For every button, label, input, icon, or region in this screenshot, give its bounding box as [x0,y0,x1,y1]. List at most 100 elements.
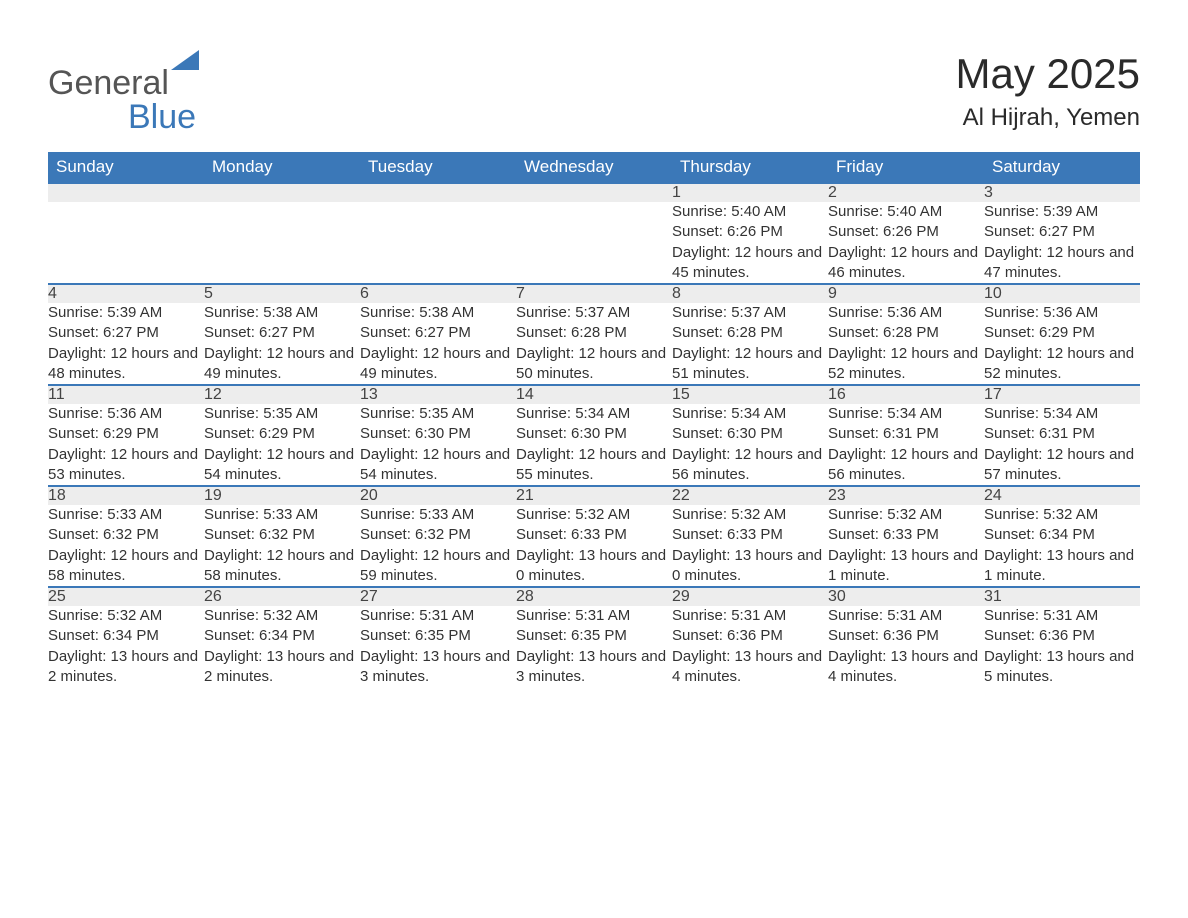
day-content-cell: Sunrise: 5:31 AMSunset: 6:35 PMDaylight:… [360,606,516,687]
day-number-cell: 18 [48,486,204,505]
day-content-cell: Sunrise: 5:35 AMSunset: 6:30 PMDaylight:… [360,404,516,486]
day-number-cell [204,183,360,202]
sunset-line: Sunset: 6:29 PM [48,424,204,444]
sunset-line: Sunset: 6:35 PM [516,626,672,646]
sunset-line: Sunset: 6:26 PM [828,222,984,242]
day-number-cell: 7 [516,284,672,303]
logo-text: General Blue [48,50,199,134]
sunset-line: Sunset: 6:27 PM [204,323,360,343]
day-number-cell: 12 [204,385,360,404]
day-number-cell [516,183,672,202]
daylight-line: Daylight: 12 hours and 58 minutes. [204,546,360,587]
day-number-cell: 17 [984,385,1140,404]
sunrise-line: Sunrise: 5:33 AM [48,505,204,525]
daylight-line: Daylight: 12 hours and 57 minutes. [984,445,1140,486]
sunrise-line: Sunrise: 5:31 AM [516,606,672,626]
day-content-cell: Sunrise: 5:34 AMSunset: 6:31 PMDaylight:… [828,404,984,486]
day-content-cell: Sunrise: 5:33 AMSunset: 6:32 PMDaylight:… [48,505,204,587]
sunrise-line: Sunrise: 5:36 AM [984,303,1140,323]
day-content-cell: Sunrise: 5:38 AMSunset: 6:27 PMDaylight:… [204,303,360,385]
sunset-line: Sunset: 6:31 PM [984,424,1140,444]
logo-word-2: Blue [128,98,196,136]
day-content-cell: Sunrise: 5:40 AMSunset: 6:26 PMDaylight:… [828,202,984,284]
day-content-cell: Sunrise: 5:32 AMSunset: 6:34 PMDaylight:… [984,505,1140,587]
daylight-line: Daylight: 12 hours and 53 minutes. [48,445,204,486]
day-number-cell: 8 [672,284,828,303]
sunrise-line: Sunrise: 5:33 AM [204,505,360,525]
day-number-cell: 25 [48,587,204,606]
sunrise-line: Sunrise: 5:34 AM [828,404,984,424]
sunset-line: Sunset: 6:34 PM [48,626,204,646]
day-number-cell: 14 [516,385,672,404]
day-content-cell: Sunrise: 5:32 AMSunset: 6:33 PMDaylight:… [516,505,672,587]
sunset-line: Sunset: 6:32 PM [48,525,204,545]
day-number-cell: 15 [672,385,828,404]
day-content-cell [48,202,204,284]
day-number-cell: 13 [360,385,516,404]
sunrise-line: Sunrise: 5:32 AM [672,505,828,525]
daylight-line: Daylight: 12 hours and 48 minutes. [48,344,204,385]
page-title: May 2025 [956,50,1140,98]
logo-triangle-icon [171,50,199,70]
weekday-header: Friday [828,152,984,183]
day-number-cell: 22 [672,486,828,505]
day-content-cell: Sunrise: 5:38 AMSunset: 6:27 PMDaylight:… [360,303,516,385]
daylight-line: Daylight: 12 hours and 52 minutes. [828,344,984,385]
day-number-row: 123 [48,183,1140,202]
sunset-line: Sunset: 6:28 PM [672,323,828,343]
daylight-line: Daylight: 13 hours and 0 minutes. [516,546,672,587]
day-content-cell: Sunrise: 5:31 AMSunset: 6:36 PMDaylight:… [672,606,828,687]
day-number-cell: 29 [672,587,828,606]
daylight-line: Daylight: 12 hours and 51 minutes. [672,344,828,385]
sunrise-line: Sunrise: 5:32 AM [828,505,984,525]
day-number-cell: 2 [828,183,984,202]
day-content-cell: Sunrise: 5:36 AMSunset: 6:29 PMDaylight:… [48,404,204,486]
daylight-line: Daylight: 13 hours and 3 minutes. [516,647,672,688]
day-content-cell: Sunrise: 5:34 AMSunset: 6:30 PMDaylight:… [672,404,828,486]
day-content-cell: Sunrise: 5:37 AMSunset: 6:28 PMDaylight:… [516,303,672,385]
sunset-line: Sunset: 6:36 PM [672,626,828,646]
daylight-line: Daylight: 13 hours and 4 minutes. [672,647,828,688]
day-content-cell: Sunrise: 5:36 AMSunset: 6:28 PMDaylight:… [828,303,984,385]
day-number-row: 18192021222324 [48,486,1140,505]
sunset-line: Sunset: 6:36 PM [984,626,1140,646]
day-number-cell: 26 [204,587,360,606]
sunrise-line: Sunrise: 5:32 AM [984,505,1140,525]
day-content-cell: Sunrise: 5:33 AMSunset: 6:32 PMDaylight:… [360,505,516,587]
daylight-line: Daylight: 12 hours and 52 minutes. [984,344,1140,385]
day-number-cell: 31 [984,587,1140,606]
sunrise-line: Sunrise: 5:40 AM [828,202,984,222]
sunset-line: Sunset: 6:30 PM [516,424,672,444]
sunset-line: Sunset: 6:27 PM [984,222,1140,242]
sunset-line: Sunset: 6:33 PM [672,525,828,545]
day-number-cell: 4 [48,284,204,303]
daylight-line: Daylight: 12 hours and 56 minutes. [672,445,828,486]
sunrise-line: Sunrise: 5:34 AM [672,404,828,424]
sunset-line: Sunset: 6:33 PM [828,525,984,545]
sunrise-line: Sunrise: 5:38 AM [204,303,360,323]
day-number-row: 11121314151617 [48,385,1140,404]
page-header: General Blue May 2025 Al Hijrah, Yemen [48,50,1140,134]
sunrise-line: Sunrise: 5:35 AM [360,404,516,424]
day-content-row: Sunrise: 5:39 AMSunset: 6:27 PMDaylight:… [48,303,1140,385]
day-content-cell [204,202,360,284]
sunrise-line: Sunrise: 5:31 AM [828,606,984,626]
sunrise-line: Sunrise: 5:34 AM [984,404,1140,424]
day-content-cell: Sunrise: 5:35 AMSunset: 6:29 PMDaylight:… [204,404,360,486]
sunset-line: Sunset: 6:28 PM [516,323,672,343]
day-content-cell: Sunrise: 5:31 AMSunset: 6:35 PMDaylight:… [516,606,672,687]
day-number-cell [48,183,204,202]
day-number-cell: 11 [48,385,204,404]
sunset-line: Sunset: 6:34 PM [984,525,1140,545]
calendar-table: SundayMondayTuesdayWednesdayThursdayFrid… [48,152,1140,687]
daylight-line: Daylight: 13 hours and 4 minutes. [828,647,984,688]
sunset-line: Sunset: 6:32 PM [204,525,360,545]
sunset-line: Sunset: 6:33 PM [516,525,672,545]
day-content-cell: Sunrise: 5:39 AMSunset: 6:27 PMDaylight:… [984,202,1140,284]
sunrise-line: Sunrise: 5:32 AM [48,606,204,626]
day-content-cell: Sunrise: 5:32 AMSunset: 6:34 PMDaylight:… [204,606,360,687]
sunset-line: Sunset: 6:36 PM [828,626,984,646]
logo-word-1: General [48,64,169,102]
sunset-line: Sunset: 6:34 PM [204,626,360,646]
sunrise-line: Sunrise: 5:36 AM [48,404,204,424]
